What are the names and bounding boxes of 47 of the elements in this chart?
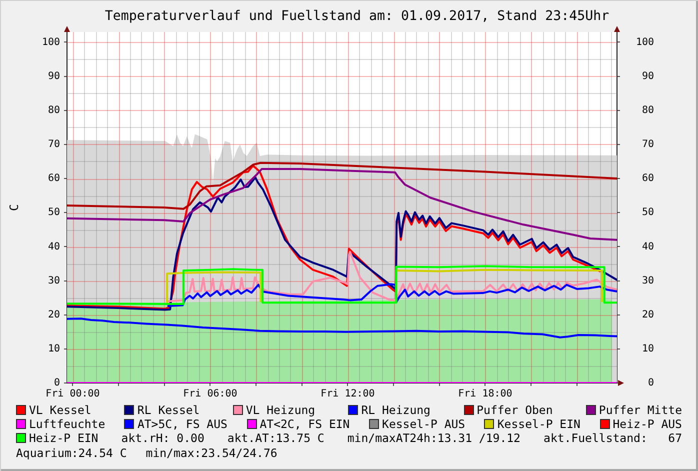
legend-label: Luftfeuchte <box>29 417 106 432</box>
y2-tick-label: 100 <box>636 36 654 48</box>
text: min/maxAT24h:13.31 /19.12 <box>347 431 520 446</box>
legend-label: VL Heizung <box>246 403 316 417</box>
text: akt.rH: 0.00 <box>121 431 204 446</box>
text: Aquarium:24.54 C <box>16 446 127 460</box>
legend-label: Kessel-P EIN <box>497 417 580 432</box>
legend-label: Kessel-P AUS <box>382 417 466 432</box>
y2-tick-label: 10 <box>642 344 654 355</box>
y-tick-label: 100 <box>42 36 60 48</box>
y-tick-label: 60 <box>48 173 60 184</box>
y2-tick-label: 60 <box>642 173 654 184</box>
y2-tick-label: 20 <box>642 309 654 320</box>
y-tick-label: 20 <box>48 309 60 320</box>
y2-tick-label: 50 <box>642 207 654 218</box>
legend-label: Puffer Oben <box>476 403 553 417</box>
y2-tick-label: 90 <box>642 70 654 82</box>
y-tick-label: 0 <box>54 378 60 389</box>
legend-label: RL Kessel <box>137 403 200 417</box>
y-tick-label: 80 <box>48 104 60 116</box>
y-tick-label: 90 <box>48 70 60 82</box>
x-tick-label: Fri 18:00 <box>458 388 512 400</box>
y2-tick-label: 40 <box>642 241 654 252</box>
y2-tick-label: 0 <box>648 378 654 389</box>
chart-title: Temperaturverlauf und Fuellstand am: 01.09.2017, Stand 23:45Uhr <box>104 9 610 25</box>
text: akt.AT:13.75 C <box>227 431 324 446</box>
legend-label: AT>5C, FS AUS <box>137 417 228 432</box>
legend-label: Heiz-P EIN <box>29 431 98 446</box>
y2-tick-label: 80 <box>642 104 654 116</box>
legend-label: AT<2C, FS EIN <box>260 417 350 432</box>
x-tick-label: Fri 00:00 <box>46 388 100 400</box>
x-tick-label: Fri 12:00 <box>320 388 375 400</box>
legend-label: Puffer Mitte <box>598 403 682 417</box>
legend-label: Heiz-P AUS <box>612 417 682 432</box>
legend-label: RL Heizung <box>361 403 430 417</box>
text: min/max:23.54/24.76 <box>146 446 278 460</box>
y-tick-label: 30 <box>48 275 60 286</box>
y-axis-title: C <box>6 204 20 211</box>
legend-label: VL Kessel <box>29 403 92 417</box>
text: akt.Fuellstand: 67 <box>544 431 682 446</box>
y-tick-label: 50 <box>48 207 60 218</box>
y2-tick-label: 70 <box>642 139 654 150</box>
y-tick-label: 10 <box>48 344 60 355</box>
y-tick-label: 40 <box>48 241 60 252</box>
y2-tick-label: 30 <box>642 275 654 286</box>
y-tick-label: 70 <box>48 139 60 150</box>
x-tick-label: Fri 06:00 <box>183 388 238 400</box>
